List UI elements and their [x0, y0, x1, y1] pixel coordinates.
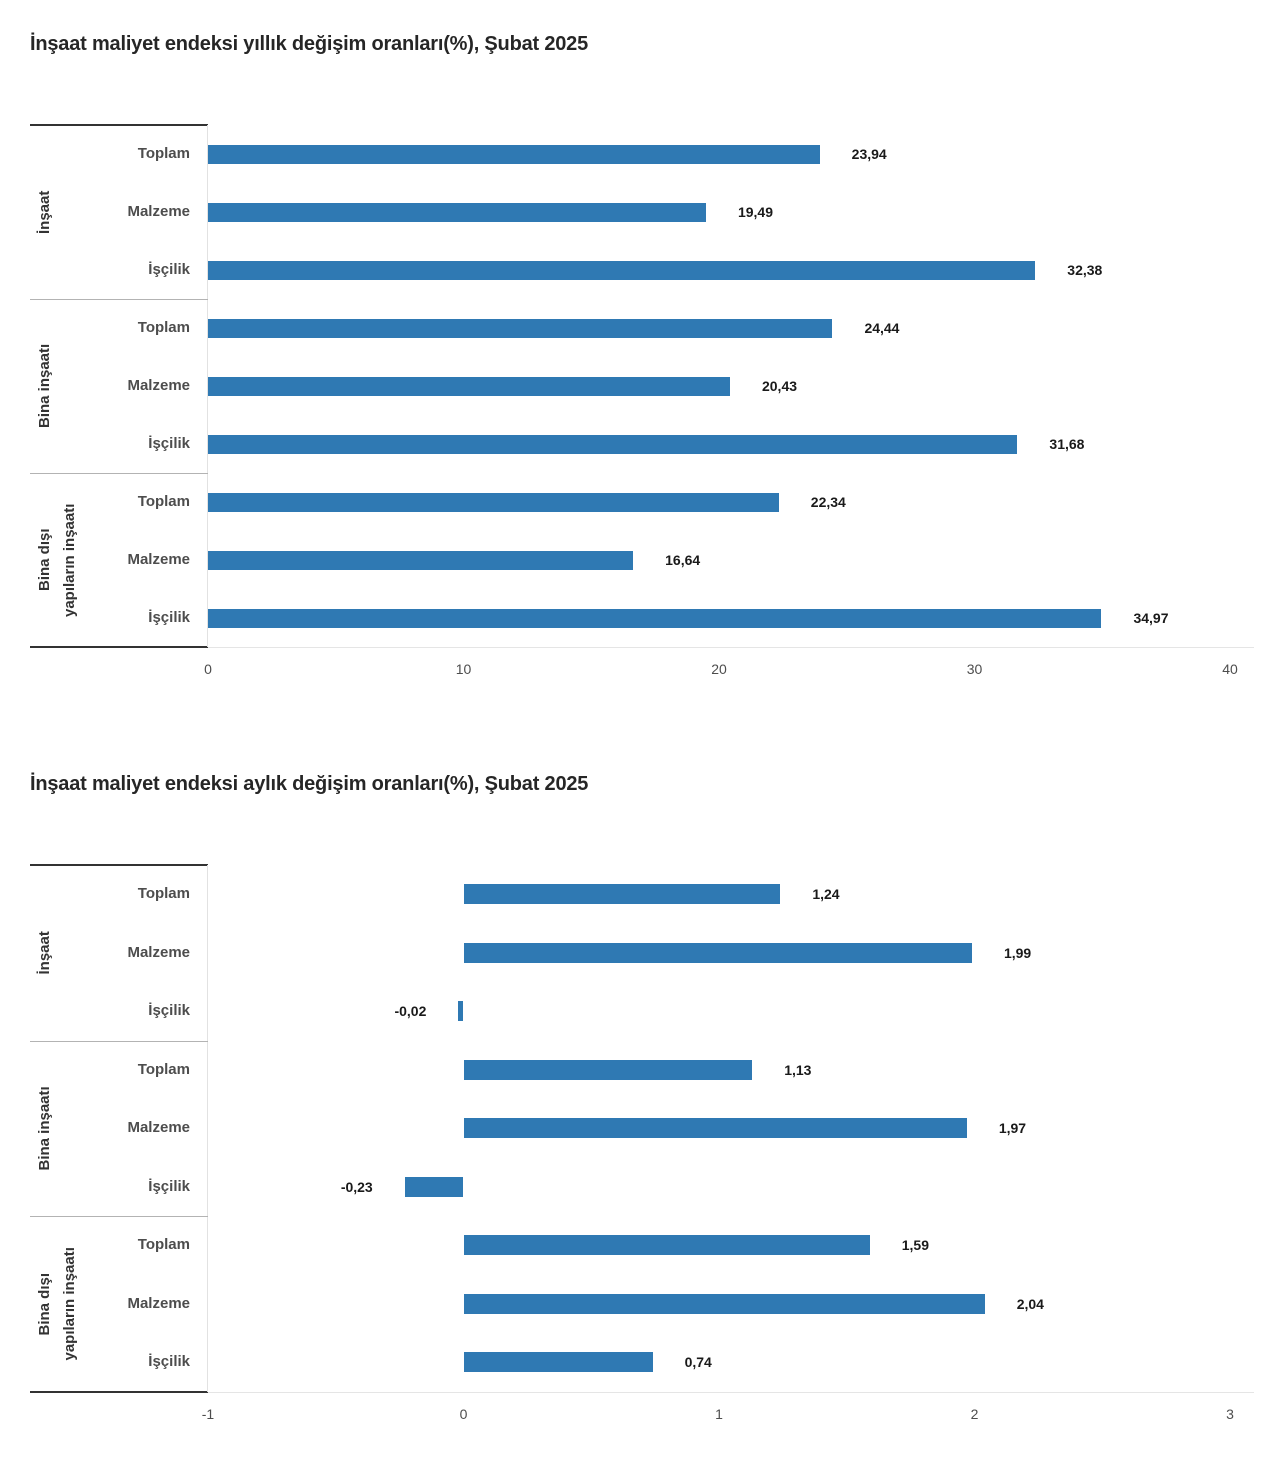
label-box-bottom-border — [30, 1390, 208, 1393]
bar — [208, 202, 706, 222]
label-divider-line — [207, 125, 208, 647]
axis-tick-label: 2 — [970, 1405, 979, 1422]
value-label: 19,49 — [737, 204, 774, 220]
category-label: İşçilik — [148, 261, 190, 278]
bar — [208, 376, 730, 396]
axis-tick-label: 10 — [455, 661, 472, 677]
group-separator — [30, 1216, 208, 1217]
category-label: Toplam — [137, 493, 190, 510]
axis-tick-label: -1 — [201, 1405, 215, 1422]
axis-tick-label: 1 — [715, 1405, 723, 1422]
value-label: 20,43 — [761, 378, 798, 394]
axis-tick-label: 40 — [1222, 661, 1238, 677]
group-separator — [30, 473, 208, 474]
category-label: Malzeme — [127, 943, 190, 961]
category-label: İşçilik — [148, 1002, 190, 1019]
label-box-top-border — [30, 864, 208, 866]
bar — [208, 144, 820, 164]
group-separator — [30, 1040, 208, 1042]
category-label: Toplam — [137, 1236, 190, 1253]
bar — [458, 1001, 464, 1022]
value-label: 31,68 — [1049, 436, 1085, 452]
axis-tick-label: 20 — [711, 661, 727, 677]
bar — [208, 318, 833, 338]
axis-tick-label: 0 — [459, 1405, 468, 1422]
value-label: 32,38 — [1067, 262, 1103, 278]
bar — [463, 884, 781, 905]
category-label: Malzeme — [127, 551, 190, 568]
axis-tick-label: 0 — [204, 661, 212, 677]
bar — [208, 260, 1036, 280]
x-axis-line — [208, 1391, 1254, 1393]
category-label: İşçilik — [148, 435, 190, 452]
axis-tick-label: 3 — [1226, 1405, 1234, 1422]
bar — [404, 1176, 464, 1197]
value-label: 1,97 — [998, 1120, 1027, 1136]
category-label: Toplam — [137, 1060, 190, 1078]
monthly-change-bar-chart: İnşaat Toplam 1,24 Malzeme 1,99 İşçilik -0,02 B… — [0, 864, 1280, 1465]
annual-chart-title: İnşaat maliyet endeksi yıllık değişim or… — [30, 33, 589, 55]
value-label: 1,99 — [1003, 944, 1032, 961]
bar — [208, 434, 1018, 454]
bar — [463, 1118, 967, 1139]
value-label: 34,97 — [1133, 610, 1169, 626]
label-box-top-border — [30, 124, 208, 126]
bar — [208, 492, 779, 512]
label-divider-line — [207, 865, 208, 1392]
bar — [463, 1352, 653, 1373]
bar — [463, 1293, 985, 1314]
value-label: 24,44 — [864, 320, 900, 336]
value-label: 2,04 — [1016, 1295, 1044, 1312]
value-label: 23,94 — [851, 146, 887, 162]
bar — [208, 550, 634, 570]
category-label: Malzeme — [127, 203, 190, 220]
value-label: 16,64 — [665, 552, 701, 568]
category-label: Toplam — [137, 885, 190, 902]
category-label: İşçilik — [148, 1177, 190, 1195]
bar — [208, 608, 1102, 628]
category-label: İşçilik — [148, 609, 190, 626]
axis-tick-label: 30 — [966, 661, 983, 677]
category-label: Malzeme — [127, 1119, 190, 1136]
value-label: 1,59 — [901, 1237, 929, 1253]
group-separator — [30, 299, 208, 300]
x-axis-line — [208, 647, 1254, 648]
category-label: Malzeme — [127, 377, 190, 394]
value-label: -0,02 — [394, 1003, 427, 1019]
bar — [463, 1059, 753, 1080]
value-label: -0,23 — [340, 1178, 373, 1195]
value-label: 0,74 — [684, 1354, 712, 1370]
category-label: Toplam — [137, 319, 190, 336]
category-label: Toplam — [137, 145, 190, 162]
category-label: İşçilik — [148, 1353, 190, 1370]
value-label: 1,13 — [784, 1061, 812, 1078]
category-label: Malzeme — [127, 1294, 190, 1312]
bar — [463, 1235, 870, 1256]
value-label: 1,24 — [812, 886, 840, 902]
monthly-chart-title: İnşaat maliyet endeksi aylık değişim ora… — [30, 773, 589, 795]
annual-change-bar-chart: İnşaat Toplam 23,94 Malzeme 19,49 İşçilik 32,3… — [0, 124, 1280, 725]
value-label: 22,34 — [810, 494, 846, 510]
label-box-bottom-border — [30, 646, 208, 648]
bar — [463, 942, 972, 963]
